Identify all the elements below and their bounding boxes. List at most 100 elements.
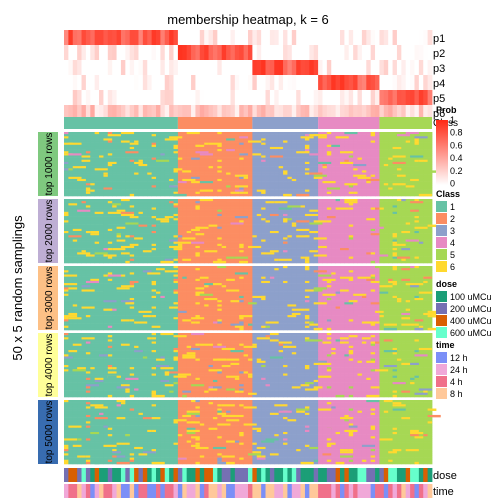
sampling-cell [134,178,139,182]
sampling-cell [344,233,350,236]
sampling-cell [313,216,319,219]
sampling-cell [265,172,271,175]
sampling-cell [186,228,192,232]
sampling-cell [370,205,376,208]
sampling-cell [265,213,271,217]
sampling-cell [134,168,139,171]
sampling-cell [199,231,205,234]
sampling-speck [296,228,310,232]
sampling-cell [160,203,166,206]
sampling-cell [348,228,354,232]
sampling-cell [366,199,372,202]
membership-cell [252,45,258,60]
sampling-speck [340,161,354,165]
sampling-cell [335,235,341,238]
sampling-cell [147,149,153,152]
sampling-cell [239,149,245,152]
sampling-cell [335,226,341,230]
sampling-cell [212,149,218,152]
sampling-cell [252,203,258,206]
sampling-cell [204,161,209,165]
sampling-cell [274,149,280,152]
sampling-cell [182,224,188,228]
sampling-cell [230,205,236,208]
sampling-cell [357,155,363,158]
sampling-speck [177,157,183,161]
sampling-cell [147,222,153,225]
sampling-cell [300,209,306,213]
sampling-cell [313,161,319,165]
sampling-cell [370,224,376,228]
membership-cell [375,75,380,90]
sampling-cell [370,168,376,171]
sampling-cell [423,228,429,232]
sampling-cell [344,203,350,206]
sampling-cell [177,151,183,154]
sampling-cell [357,140,363,143]
sampling-cell [344,209,350,213]
sampling-cell [392,201,398,204]
sampling-cell [379,233,385,236]
sampling-cell [81,142,87,146]
sampling-cell [401,205,407,208]
sampling-cell [326,157,332,161]
sampling-cell [379,132,385,135]
sampling-cell [72,187,78,190]
sampling-cell [142,189,148,193]
sampling-cell [186,226,192,230]
sampling-cell [361,168,367,171]
sampling-cell [68,218,74,221]
sampling-cell [160,155,166,158]
sampling-cell [204,132,209,135]
sampling-cell [125,168,131,171]
sampling-cell [248,170,253,173]
sampling-speck [103,222,108,225]
sampling-cell [68,166,74,169]
sampling-cell [344,224,350,228]
sampling-cell [423,187,429,190]
sampling-cell [177,209,183,213]
sampling-cell [103,159,109,163]
sampling-cell [64,205,69,208]
sampling-cell [304,233,310,236]
membership-cell [392,75,398,90]
sampling-cell [134,185,139,188]
sampling-cell [318,183,323,186]
sampling-heatmaps [64,132,441,465]
membership-cell [226,75,231,90]
sampling-cell [304,144,310,148]
sampling-cell [401,213,407,217]
sampling-cell [234,157,240,161]
sampling-cell [160,138,166,141]
sampling-cell [77,207,82,210]
sampling-cell [361,193,367,197]
membership-cell [72,45,78,60]
sampling-cell [265,207,271,210]
sampling-cell [81,191,87,195]
sampling-speck [182,237,196,240]
sampling-cell [156,183,161,186]
membership-row-label-p5: p5 [433,93,445,105]
sampling-cell [353,170,358,173]
sampling-cell [173,159,179,163]
sampling-cell [331,183,337,186]
sampling-cell [138,140,144,143]
sampling-cell [353,142,358,146]
sampling-cell [160,213,166,217]
sampling-cell [300,144,306,148]
sampling-cell [169,142,174,146]
sampling-cell [226,233,231,236]
sampling-speck [64,213,69,217]
sampling-cell [248,142,253,146]
sampling-cell [85,144,91,148]
sampling-cell [326,149,332,152]
sampling-cell [147,181,153,184]
sampling-cell [252,172,258,175]
sampling-cell [142,185,148,188]
sampling-cell [388,170,393,173]
sampling-cell [361,138,367,141]
sampling-cell [366,146,372,150]
sampling-cell [405,213,411,217]
sampling-speck [344,183,358,186]
sampling-cell [112,146,117,150]
